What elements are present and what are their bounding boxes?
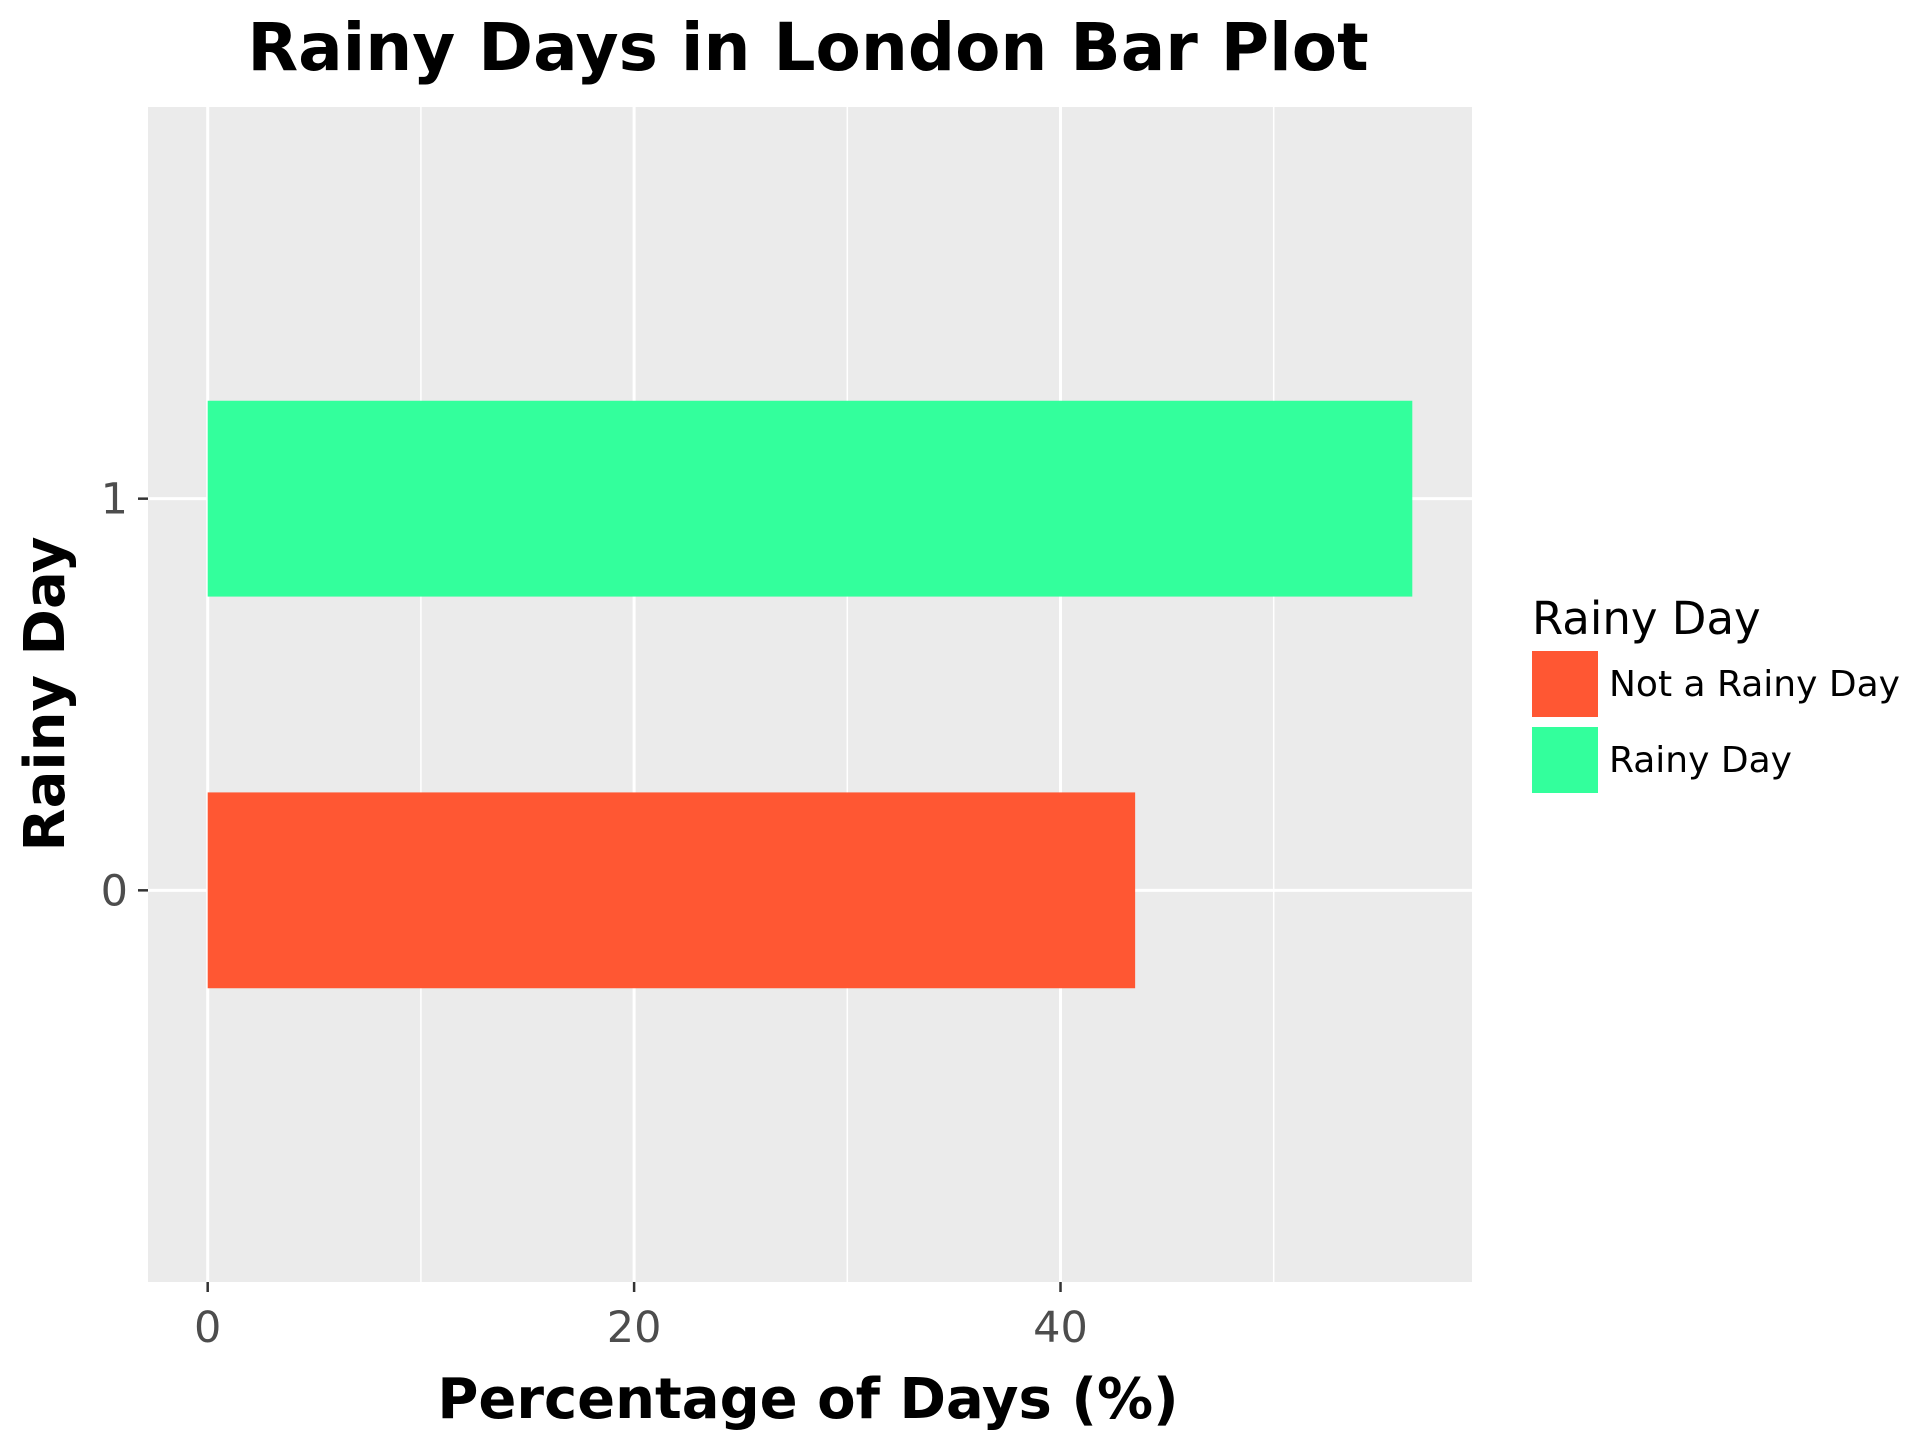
legend: Rainy Day Not a Rainy Day Rainy Day	[1532, 592, 1900, 793]
chart-title: Rainy Days in London Bar Plot	[247, 9, 1368, 86]
x-axis-title: Percentage of Days (%)	[437, 1367, 1178, 1432]
x-axis-ticks: 0 20 40	[194, 1282, 1088, 1353]
legend-swatch	[1532, 651, 1598, 717]
y-tick-label: 0	[101, 866, 128, 916]
y-axis-title: Rainy Day	[13, 536, 78, 851]
legend-label: Rainy Day	[1609, 740, 1792, 781]
x-tick-label: 40	[1033, 1303, 1088, 1353]
legend-entries: Not a Rainy Day Rainy Day	[1532, 651, 1900, 793]
bars	[207, 400, 1413, 989]
y-tick-label: 1	[101, 475, 128, 525]
legend-swatch	[1532, 727, 1598, 793]
legend-label: Not a Rainy Day	[1609, 664, 1900, 705]
x-tick-label: 0	[194, 1303, 221, 1353]
y-axis-ticks: 01	[101, 475, 148, 916]
minor-gridlines	[420, 107, 1275, 1282]
legend-title: Rainy Day	[1532, 592, 1761, 645]
x-tick-label: 20	[607, 1303, 662, 1353]
plot-panel	[148, 107, 1472, 1282]
bar-0	[207, 792, 1136, 989]
bar-1	[207, 400, 1413, 597]
